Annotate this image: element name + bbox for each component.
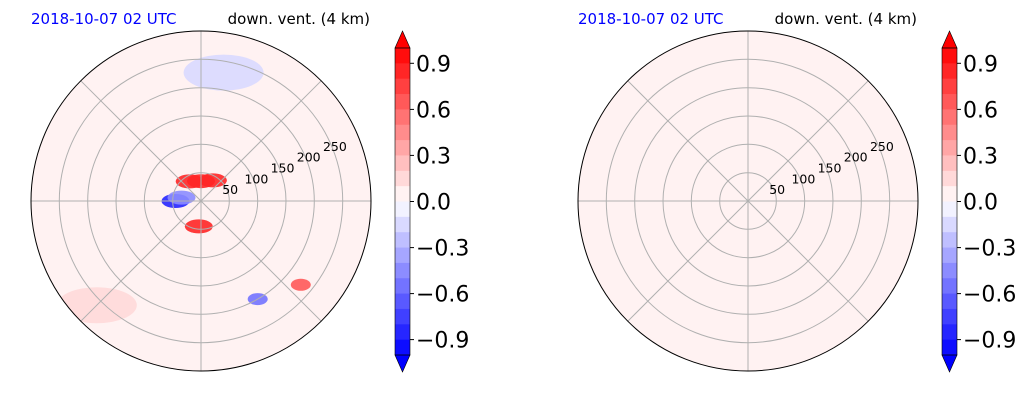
colorbar-level: [395, 48, 410, 64]
colorbar-tick-label: 0.6: [416, 98, 451, 123]
radial-tick-label: 50: [222, 182, 238, 197]
colorbar-left: 0.9 0.6 0.3 0.0 −0.3 −0.6 −0.9: [394, 30, 469, 373]
colorbar-level: [942, 140, 957, 156]
angular-gridline: [747, 80, 869, 202]
colorbar-tick-label: 0.6: [963, 98, 998, 123]
polar-outline: [30, 30, 372, 372]
colorbar-level: [942, 247, 957, 264]
radial-tick-label: 150: [818, 161, 842, 176]
colorbar-level: [395, 201, 410, 218]
colorbar-level: [395, 140, 410, 156]
colorbar-level: [395, 308, 410, 325]
colorbar-level: [395, 324, 410, 341]
field-feature: [175, 174, 204, 189]
colorbar-level: [942, 94, 957, 110]
colorbar-level: [942, 232, 957, 249]
colorbar-tick-label: 0.3: [963, 144, 998, 169]
panel-left: 2018-10-07 02 UTC down. vent. (4 km) 50 1…: [30, 10, 469, 373]
colorbar-extend-min: [394, 354, 411, 373]
title-right-variable: down. vent. (4 km): [775, 10, 917, 28]
field-feature: [184, 219, 213, 234]
colorbar-level: [942, 308, 957, 325]
colorbar-tick-label: −0.9: [963, 329, 1016, 354]
angular-gridline: [200, 200, 322, 322]
colorbar-level: [942, 324, 957, 341]
colorbar-tick-label: 0.0: [416, 191, 451, 216]
colorbar-level: [395, 293, 410, 310]
colorbar-level: [942, 293, 957, 310]
colorbar-level: [395, 78, 410, 95]
colorbar-level: [942, 262, 957, 279]
title-right-time: 2018-10-07 02 UTC: [578, 10, 724, 28]
field-feature: [290, 278, 311, 291]
angular-gridline: [200, 80, 322, 202]
angular-gridline: [627, 200, 749, 322]
colorbar-level: [942, 63, 957, 80]
colorbar-level: [395, 186, 410, 202]
radial-tick-label: 100: [791, 171, 815, 186]
colorbar-tick-label: 0.0: [963, 191, 998, 216]
radial-tick-label: 200: [297, 150, 321, 165]
colorbar-tick-label: −0.6: [963, 283, 1016, 308]
colorbar-extend-max: [394, 30, 411, 49]
colorbar-tick-label: −0.3: [416, 237, 469, 262]
radial-tick-label: 50: [769, 182, 785, 197]
colorbar-level: [395, 216, 410, 233]
colorbar-level: [395, 109, 410, 126]
colorbar-level: [942, 78, 957, 95]
colorbar-level: [395, 232, 410, 249]
angular-gridline: [627, 80, 749, 202]
colorbar-tick-label: 0.3: [416, 144, 451, 169]
colorbar-level: [395, 155, 410, 172]
angular-gridline: [747, 200, 869, 322]
colorbar-extend-min: [941, 354, 958, 373]
colorbar-level: [942, 201, 957, 218]
colorbar-level: [942, 186, 957, 202]
radial-tick-label: 250: [870, 139, 894, 154]
colorbar-tick-label: −0.3: [963, 237, 1016, 262]
angular-gridline: [80, 80, 202, 202]
radial-tick-label: 100: [244, 171, 268, 186]
colorbar-level: [942, 155, 957, 172]
colorbar-level: [942, 109, 957, 126]
radial-tick-label: 200: [844, 150, 868, 165]
colorbar-level: [395, 339, 410, 356]
colorbar-tick-label: 0.9: [416, 52, 451, 77]
field-feature: [183, 54, 264, 91]
radial-tick-label: 150: [271, 161, 295, 176]
colorbar-tick-label: −0.6: [416, 283, 469, 308]
colorbar-level: [395, 262, 410, 279]
title-left-time: 2018-10-07 02 UTC: [31, 10, 177, 28]
colorbar-level: [942, 216, 957, 233]
panel-right: 2018-10-07 02 UTC down. vent. (4 km) 50 1…: [577, 10, 1016, 373]
colorbar-level: [395, 247, 410, 264]
colorbar-level: [942, 278, 957, 295]
title-left-variable: down. vent. (4 km): [228, 10, 370, 28]
colorbar-right: 0.9 0.6 0.3 0.0 −0.3 −0.6 −0.9: [941, 30, 1016, 373]
colorbar-level: [395, 124, 410, 141]
colorbar-level: [395, 170, 410, 187]
colorbar-extend-max: [941, 30, 958, 49]
field-feature: [198, 173, 227, 188]
colorbar-level: [395, 278, 410, 295]
colorbar-level: [395, 63, 410, 80]
angular-gridline: [80, 200, 202, 322]
colorbar-level: [942, 170, 957, 187]
colorbar-level: [395, 94, 410, 110]
polar-outline: [577, 30, 919, 372]
field-feature: [167, 190, 196, 205]
colorbar-tick-label: −0.9: [416, 329, 469, 354]
colorbar-tick-label: 0.9: [963, 52, 998, 77]
colorbar-level: [942, 48, 957, 64]
colorbar-level: [942, 124, 957, 141]
radial-tick-label: 250: [323, 139, 347, 154]
colorbar-level: [942, 339, 957, 356]
